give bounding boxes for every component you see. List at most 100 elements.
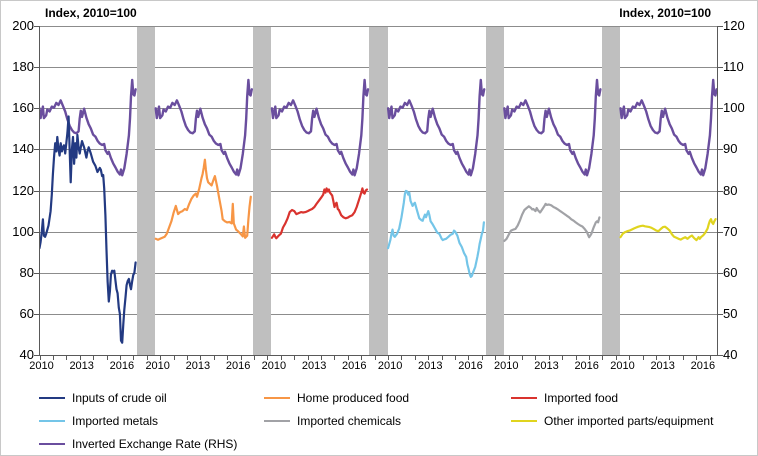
right-axis-tick [718, 190, 723, 192]
legend-label: Other imported parts/equipment [544, 414, 714, 428]
right-axis-title: Index, 2010=100 [619, 6, 711, 20]
panel-separator-band [253, 27, 272, 355]
x-axis-tick [629, 356, 631, 360]
legend-item: Imported chemicals [264, 414, 401, 428]
x-axis-tick [428, 356, 430, 360]
x-axis-tick [253, 356, 255, 360]
x-axis-tick [39, 356, 41, 360]
x-axis-tick [495, 356, 497, 360]
legend-swatch [511, 419, 537, 423]
y-axis-tick-label-left: 200 [12, 18, 34, 33]
x-axis-tick [66, 356, 68, 360]
x-axis-tick [441, 356, 443, 360]
panel-separator-band [137, 27, 156, 355]
x-axis-tick [521, 356, 523, 360]
x-axis-tick [401, 356, 403, 360]
panel-separator-band [369, 27, 388, 355]
x-axis-tick [106, 356, 108, 360]
x-axis-tick [374, 356, 376, 360]
legend-item: Other imported parts/equipment [511, 414, 713, 428]
x-axis-tick [602, 356, 604, 360]
right-axis-tick [718, 26, 723, 27]
x-axis-tick [508, 356, 510, 360]
x-axis-tick [334, 356, 336, 360]
x-axis-tick [575, 356, 577, 360]
x-axis-year-label: 2013 [650, 360, 675, 372]
x-axis-tick [200, 356, 202, 360]
x-axis-tick [119, 356, 121, 360]
y-axis-tick-label-right: 110 [723, 59, 744, 75]
x-axis-tick [93, 356, 95, 360]
x-axis-tick [588, 356, 590, 360]
exchange-rate-line [503, 78, 602, 177]
legend-label: Inverted Exchange Rate (RHS) [72, 437, 238, 451]
legend-label: Inputs of crude oil [72, 391, 167, 405]
right-axis-tick [718, 67, 723, 69]
x-axis-tick [267, 356, 269, 360]
x-axis-year-label: 2016 [342, 360, 367, 372]
x-axis-tick [481, 356, 483, 360]
x-axis-tick [548, 356, 550, 360]
x-axis-tick [615, 356, 617, 360]
series-line-home-produced-food [154, 158, 252, 241]
x-axis-year-label: 2010 [610, 360, 635, 372]
y-axis-tick-label-right: 80 [723, 182, 738, 198]
left-axis-tick [34, 190, 39, 192]
x-axis-year-label: 2013 [185, 360, 211, 372]
x-axis-tick [294, 356, 296, 360]
x-axis-year-label: 2016 [458, 360, 483, 372]
y-axis-tick-label-left: 180 [12, 59, 34, 75]
right-axis-tick [718, 108, 723, 110]
right-axis-tick [718, 231, 723, 233]
x-axis-line [39, 355, 718, 356]
x-axis-tick [146, 356, 148, 360]
y-axis-tick-label-right: 100 [723, 100, 745, 116]
x-axis-tick [227, 356, 229, 360]
y-axis-tick-label-right: 60 [723, 264, 738, 280]
right-axis-tick [718, 149, 723, 151]
legend-label: Imported food [544, 391, 619, 405]
x-axis-year-label: 2010 [261, 360, 287, 372]
left-axis-tick [34, 149, 39, 151]
x-axis-tick [280, 356, 282, 360]
y-axis-tick-label-right: 40 [723, 347, 738, 362]
x-axis-tick [454, 356, 456, 360]
series-line-inputs-of-crude-oil [39, 115, 137, 344]
right-axis-tick [718, 355, 723, 356]
x-axis-tick [642, 356, 644, 360]
x-axis-tick [52, 356, 54, 360]
x-axis-tick [696, 356, 698, 360]
gridline [39, 26, 718, 27]
series-line-imported-chemicals [503, 202, 601, 242]
x-axis-tick [133, 356, 135, 360]
legend-swatch [264, 396, 290, 400]
panel-separator-band [485, 27, 504, 355]
x-axis-year-label: 2010 [494, 360, 519, 372]
x-axis-year-label: 2010 [145, 360, 170, 372]
left-axis-tick [34, 272, 39, 274]
x-axis-tick [79, 356, 81, 360]
y-axis-tick-label-left: 60 [19, 305, 34, 321]
legend-swatch [511, 396, 537, 400]
right-axis-tick [718, 313, 723, 315]
x-axis-tick [160, 356, 162, 360]
legend-swatch [264, 419, 290, 423]
x-axis-tick [562, 356, 564, 360]
x-axis-tick [414, 356, 416, 360]
x-axis-tick [320, 356, 322, 360]
legend-item: Home produced food [264, 391, 409, 405]
left-axis-line [39, 26, 40, 356]
series-line-imported-metals [387, 189, 485, 278]
left-axis-tick [34, 26, 39, 27]
exchange-rate-line [270, 78, 370, 177]
x-axis-year-label: 2013 [534, 360, 559, 372]
x-axis-tick [387, 356, 389, 360]
legend-label: Home produced food [297, 391, 410, 405]
series-line-imported-food [270, 187, 369, 240]
legend-label: Imported chemicals [297, 414, 402, 428]
legend-label: Imported metals [72, 414, 159, 428]
y-axis-tick-label-left: 120 [12, 182, 34, 198]
y-axis-tick-label-right: 70 [723, 223, 738, 239]
x-axis-tick [213, 356, 215, 360]
